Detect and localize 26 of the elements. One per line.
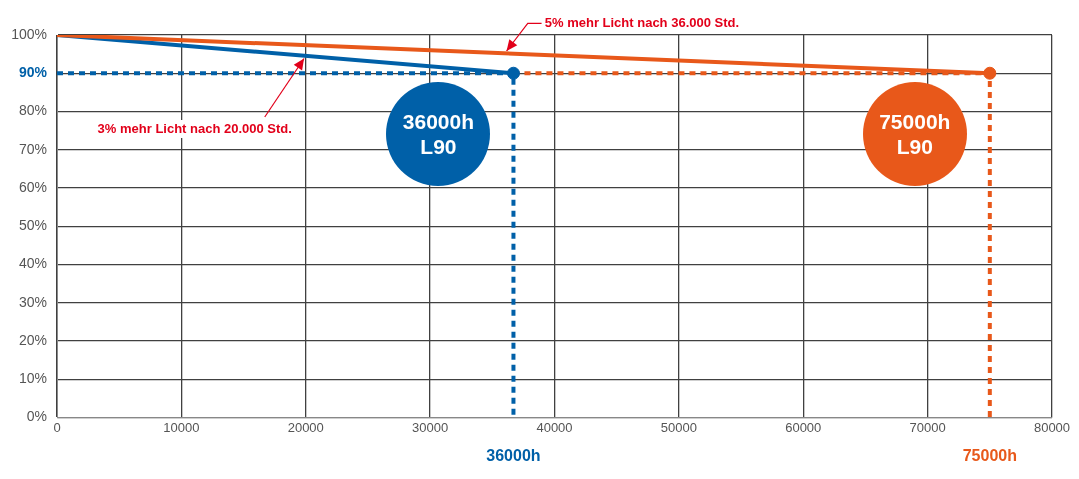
y-tick-label: 70% — [18, 140, 47, 157]
x-tick-label: 60000 — [785, 419, 822, 435]
y-tick-label: 80% — [18, 102, 47, 119]
text: 36000h — [486, 447, 541, 466]
y-tick-label: 40% — [18, 255, 47, 272]
y-tick-label: 20% — [18, 331, 47, 348]
y-tick-label: 50% — [18, 217, 47, 234]
x-tick-label: 50000 — [660, 419, 697, 435]
y-tick-label: 10% — [18, 370, 47, 387]
y-tick-label: 100% — [11, 25, 47, 42]
y-tick-label: 0% — [26, 408, 47, 425]
y-tick-label: 30% — [18, 293, 47, 310]
y-tick-label: 90% — [18, 64, 48, 81]
circle-badge: 36000h L90 — [386, 82, 491, 187]
x-tick-label: 40000 — [536, 419, 573, 435]
y-tick-label: 60% — [18, 178, 47, 195]
text: 75000h — [962, 447, 1017, 466]
x-tick-label: 20000 — [287, 419, 324, 435]
circle-badge: 75000h L90 — [862, 82, 967, 187]
annotation: 3% mehr Licht nach 20.000 Std. — [97, 120, 292, 136]
x-tick-label: 10000 — [163, 419, 200, 435]
x-tick-label: 80000 — [1033, 419, 1071, 435]
x-tick-label: 0 — [53, 419, 61, 435]
x-tick-label: 70000 — [909, 419, 946, 435]
x-tick-label: 30000 — [412, 419, 449, 435]
annotation: 5% mehr Licht nach 36.000 Std. — [544, 14, 740, 30]
